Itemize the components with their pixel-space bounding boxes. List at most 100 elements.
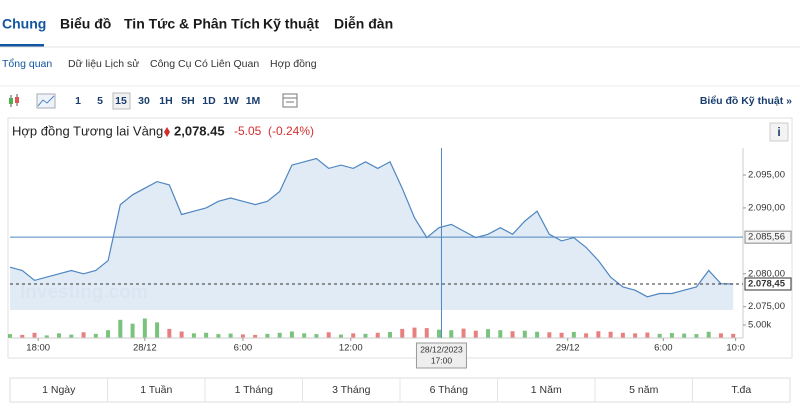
x-tick-label: 10:0 (726, 343, 745, 354)
volume-bar (240, 334, 245, 338)
volume-bar (461, 328, 466, 338)
candle-icon[interactable] (9, 94, 19, 107)
y-tick-label: 2.095,00 (748, 170, 785, 181)
volume-bar (351, 333, 356, 338)
x-tick-label: 12:00 (339, 343, 363, 354)
subnav-link[interactable]: Công Cụ Có Liên Quan (150, 58, 259, 70)
technical-link[interactable]: Biểu đồ Kỹ thuật » (700, 95, 792, 107)
volume-bar (130, 323, 135, 338)
tab[interactable]: Chung (2, 16, 46, 32)
volume-bar (167, 328, 172, 338)
volume-bar (179, 331, 184, 338)
volume-bar (669, 333, 674, 338)
chart: Investing.com2.075,002.080,002.090,002.0… (8, 148, 792, 369)
y-tick-label: 2.090,00 (748, 202, 785, 213)
volume-bar (289, 331, 294, 338)
volume-bar (387, 332, 392, 338)
info-label[interactable]: i (777, 125, 780, 139)
interval-button[interactable]: 30 (138, 95, 150, 107)
interval-button[interactable]: 15 (115, 95, 127, 107)
volume-bar (363, 333, 368, 338)
volume-bar (510, 331, 515, 338)
volume-bar (633, 333, 638, 338)
period-button[interactable]: T.đa (731, 384, 751, 396)
grid-icon[interactable] (282, 93, 298, 108)
chart-title: Hợp đồng Tương lai Vàng (12, 123, 163, 138)
volume-bar (314, 334, 319, 338)
volume-bar (645, 332, 650, 338)
period-button[interactable]: 1 Ngày (42, 384, 76, 396)
volume-bar (694, 334, 699, 338)
price-change: -5.05 (234, 124, 262, 138)
volume-bar (204, 332, 209, 338)
volume-bar (547, 332, 552, 338)
period-button[interactable]: 5 năm (629, 384, 658, 396)
period-button[interactable]: 6 Tháng (430, 384, 468, 396)
period-button[interactable]: 3 Tháng (332, 384, 370, 396)
down-icon (164, 127, 170, 137)
interval-button[interactable]: 1D (202, 95, 216, 107)
volume-bar (584, 333, 589, 338)
volume-bar (228, 333, 233, 338)
interval-button[interactable]: 1W (223, 95, 239, 107)
volume-bar (191, 333, 196, 338)
price-line (9, 157, 734, 298)
volume-bar (326, 332, 331, 338)
volume-bar (412, 327, 417, 338)
volume-bar (706, 331, 711, 338)
volume-bar (20, 334, 25, 338)
volume-bar (498, 330, 503, 338)
interval-button[interactable]: 1H (159, 95, 172, 107)
volume-bar (69, 334, 74, 338)
interval-button[interactable]: 5H (181, 95, 194, 107)
crosshair-x-label: 28/12/2023 (420, 344, 463, 354)
info-button[interactable] (769, 122, 789, 142)
x-tick-label: 29/12 (556, 343, 580, 354)
interval-button[interactable]: 1 (75, 95, 81, 107)
last-price-box (744, 277, 792, 291)
x-tick-label: 6:00 (654, 343, 673, 354)
volume-bar (535, 331, 540, 338)
period-button[interactable]: 1 Năm (531, 384, 562, 396)
crosshair-y-label: 2.085,56 (748, 232, 785, 243)
volume-bar (142, 318, 147, 338)
volume-bar (571, 332, 576, 338)
volume-bar (106, 330, 111, 338)
crosshair-y-box (744, 230, 792, 244)
volume-bar (8, 334, 12, 338)
volume-tick-label: 5.00k (748, 320, 771, 331)
period-button[interactable]: 1 Tuần (140, 384, 172, 396)
area-icon[interactable] (36, 93, 56, 109)
x-tick-label: 6:00 (234, 343, 253, 354)
volume-bar (302, 333, 307, 338)
chart-frame (7, 117, 793, 359)
volume-bar (437, 329, 442, 338)
crosshair-x-label: 17:00 (431, 355, 453, 365)
volume-bar (57, 333, 62, 338)
period-button[interactable]: 1 Tháng (235, 384, 273, 396)
volume-bar (718, 333, 723, 338)
y-tick-label: 2.080,00 (748, 268, 785, 279)
volume-bar (682, 333, 687, 338)
volume-bar (277, 332, 282, 338)
tab[interactable]: Kỹ thuật (263, 16, 319, 32)
volume-bar (81, 332, 86, 338)
tab-underline (0, 44, 44, 47)
volume-bar (338, 334, 343, 338)
y-tick-label: 2.075,00 (748, 301, 785, 312)
interval-button[interactable]: 5 (97, 95, 103, 107)
last-price: 2,078.45 (174, 123, 225, 138)
subnav-link[interactable]: Tổng quan (2, 58, 52, 70)
price-area (10, 158, 734, 310)
volume-bar (424, 328, 429, 338)
tab[interactable]: Tin Tức & Phân Tích (124, 16, 260, 32)
volume-bar (620, 332, 625, 338)
tab[interactable]: Biểu đồ (60, 16, 111, 32)
tab[interactable]: Diễn đàn (334, 16, 393, 32)
subnav-link[interactable]: Hợp đồng (270, 58, 317, 70)
subnav-link[interactable]: Dữ liệu Lịch sử (68, 58, 139, 70)
last-price-label: 2.078,45 (748, 279, 786, 290)
interval-button[interactable]: 1M (246, 95, 261, 107)
volume-bar (265, 333, 270, 338)
